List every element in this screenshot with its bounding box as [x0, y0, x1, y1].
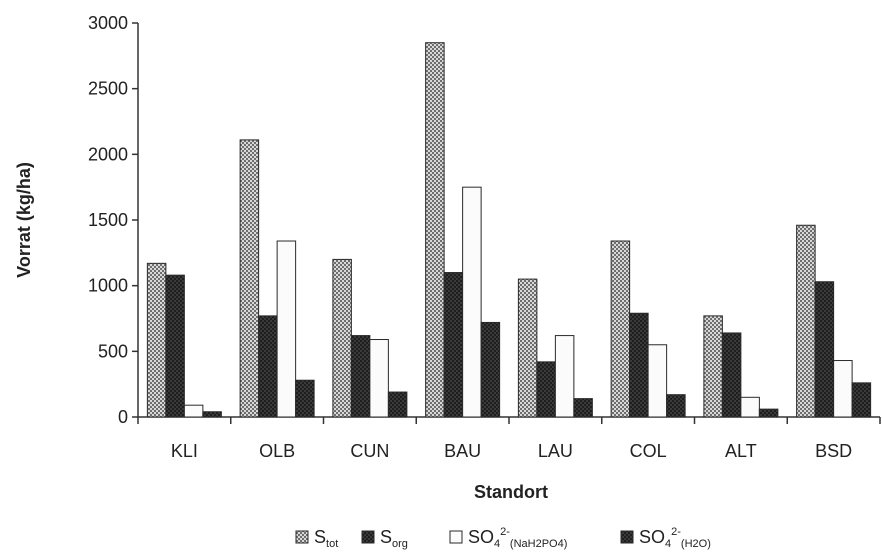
bar-col-series-3 [647, 344, 668, 418]
y-tick-label: 0 [118, 407, 128, 427]
y-axis-title: Vorrat (kg/ha) [14, 162, 34, 278]
legend-label: Sorg [380, 527, 408, 550]
bar-alt-series-2 [721, 332, 742, 418]
legend-label: SO42-(H2O) [639, 526, 711, 550]
bar-olb-series-2 [258, 315, 278, 418]
x-tick-label: OLB [259, 441, 295, 461]
bar-bsd-series-3 [833, 360, 853, 418]
bar-lau-series-4 [573, 398, 593, 418]
bar-bau-series-1 [425, 42, 445, 418]
legend: Stot Sorg SO42-(NaH2PO4) SO42-(H2O) [295, 526, 711, 550]
bar-col-series-4 [666, 394, 686, 418]
bar-bsd-series-2 [814, 281, 835, 418]
bar-lau-series-3 [554, 335, 575, 418]
y-tick-label: 1000 [88, 276, 128, 296]
x-tick-label: CUN [350, 441, 389, 461]
bar-cun-series-2 [350, 335, 371, 418]
legend-label: Stot [314, 527, 338, 550]
bar-kli-series-1 [146, 262, 167, 418]
bar-olb-series-1 [239, 139, 260, 418]
bar-cun-series-1 [332, 258, 352, 418]
y-tick-label: 3000 [88, 13, 128, 33]
bar-olb-series-4 [295, 379, 315, 418]
x-tick-label: BSD [815, 441, 852, 461]
bar-bau-series-4 [480, 321, 501, 418]
y-tick-label: 500 [98, 341, 128, 361]
bar-bsd-series-1 [796, 224, 816, 418]
y-tick-label: 2500 [88, 79, 128, 99]
bar-bau-series-3 [462, 186, 482, 418]
bar-lau-series-2 [536, 361, 556, 418]
legend-swatch [295, 530, 309, 544]
x-tick-label: ALT [725, 441, 757, 461]
x-tick-label: COL [630, 441, 667, 461]
legend-item-4: SO42-(H2O) [620, 526, 711, 550]
x-axis: KLI OLB CUN BAU LAU COL ALT BSD [137, 416, 881, 461]
bar-alt-series-4 [758, 408, 779, 418]
bar-bau-series-2 [443, 272, 464, 418]
y-axis: 0 500 1000 1500 2000 2500 3000 [88, 13, 139, 427]
legend-swatch [449, 530, 463, 544]
legend-item-3: SO42-(NaH2PO4) [449, 526, 567, 550]
bars [146, 42, 872, 418]
bar-lau-series-1 [517, 278, 538, 418]
x-axis-title: Standort [474, 482, 548, 502]
x-tick-label: KLI [171, 441, 198, 461]
bar-alt-series-3 [740, 396, 760, 418]
bar-cun-series-4 [387, 391, 408, 418]
legend-item-1: Stot [295, 527, 338, 550]
bar-kli-series-2 [165, 274, 185, 418]
bar-col-series-1 [610, 240, 631, 418]
bar-kli-series-4 [202, 411, 222, 418]
x-tick-label: LAU [538, 441, 573, 461]
x-tick-label: BAU [444, 441, 481, 461]
y-tick-label: 2000 [88, 144, 128, 164]
legend-swatch [361, 530, 375, 544]
bar-olb-series-3 [276, 240, 297, 418]
bar-col-series-2 [629, 312, 649, 418]
bar-bsd-series-4 [851, 382, 872, 418]
bar-cun-series-3 [369, 339, 389, 418]
bar-alt-series-1 [703, 315, 723, 418]
legend-label: SO42-(NaH2PO4) [468, 526, 567, 550]
bar-kli-series-3 [183, 404, 204, 418]
y-tick-label: 1500 [88, 210, 128, 230]
legend-item-2: Sorg [361, 527, 408, 550]
legend-swatch [620, 530, 634, 544]
